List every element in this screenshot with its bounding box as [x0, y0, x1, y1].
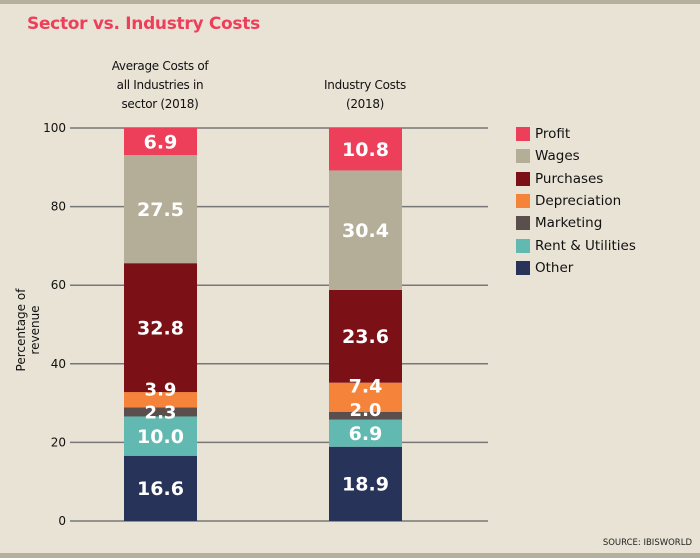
- bar-segment-wages: [124, 155, 197, 264]
- y-tick-label: 60: [51, 278, 66, 292]
- bar-segment-profit: [329, 128, 402, 171]
- bar-segment-depreciation: [124, 392, 197, 408]
- legend-swatch: [516, 238, 530, 253]
- bar-segment-wages: [329, 170, 402, 290]
- data-label: 10.0: [137, 426, 184, 448]
- bottom-border: [0, 553, 700, 558]
- legend-label: Rent & Utilities: [535, 237, 636, 254]
- bar-segment-rent-utilities: [329, 419, 402, 447]
- category-line: Industry Costs: [324, 78, 406, 92]
- data-label: 7.4: [349, 376, 383, 398]
- legend-item: Marketing: [516, 213, 602, 233]
- legend-label: Wages: [535, 148, 580, 165]
- chart-title: Sector vs. Industry Costs: [27, 14, 260, 34]
- category-line: sector (2018): [121, 97, 199, 111]
- bar-segment-purchases: [124, 263, 197, 393]
- data-label: 6.9: [349, 423, 383, 445]
- bar-segment-purchases: [329, 289, 402, 383]
- data-label: 2.3: [145, 402, 177, 423]
- legend-item: Purchases: [516, 169, 603, 189]
- bar-segment-rent-utilities: [124, 416, 197, 456]
- category-line: all Industries in: [116, 78, 204, 92]
- category-line: Average Costs of: [111, 59, 209, 73]
- bar-segment-marketing: [124, 407, 197, 417]
- legend-swatch: [516, 149, 530, 164]
- legend-item: Other: [516, 258, 573, 278]
- y-tick-label: 0: [58, 514, 66, 528]
- data-label: 32.8: [137, 317, 184, 339]
- y-tick-label: 20: [51, 435, 66, 449]
- data-label: 27.5: [137, 199, 184, 221]
- data-label: 30.4: [342, 220, 389, 242]
- legend-item: Depreciation: [516, 191, 621, 211]
- legend-label: Other: [535, 259, 574, 276]
- legend-item: Rent & Utilities: [516, 236, 636, 256]
- legend-item: Profit: [516, 124, 570, 144]
- bar-segment-marketing: [329, 411, 402, 420]
- data-label: 23.6: [342, 326, 389, 348]
- category-line: (2018): [345, 97, 385, 111]
- data-label: 10.8: [342, 139, 389, 161]
- source-note: SOURCE: IBISWORLD: [602, 538, 692, 548]
- category-label-industry: Industry Costs (2018): [265, 76, 465, 114]
- legend-swatch: [516, 193, 530, 208]
- legend-label: Purchases: [535, 170, 604, 187]
- legend-label: Profit: [535, 126, 571, 142]
- bar-segment-profit: [124, 128, 197, 156]
- legend-swatch: [516, 171, 530, 186]
- legend-swatch: [516, 127, 530, 141]
- y-tick-label: 100: [43, 121, 66, 135]
- y-tick-label: 80: [51, 200, 66, 214]
- y-tick-label: 40: [51, 357, 66, 371]
- category-label-sector: Average Costs of all Industries in secto…: [60, 57, 260, 114]
- data-label: 2.0: [350, 400, 382, 421]
- legend-item: Wages: [516, 146, 580, 166]
- bar-segment-depreciation: [329, 382, 402, 412]
- top-border: [0, 0, 700, 4]
- data-label: 3.9: [145, 379, 177, 400]
- data-label: 18.9: [342, 474, 389, 496]
- bar-segment-other: [124, 455, 197, 521]
- data-label: 16.6: [137, 478, 184, 500]
- legend-label: Marketing: [535, 215, 603, 232]
- legend-label: Depreciation: [535, 192, 622, 209]
- legend-swatch: [516, 216, 530, 231]
- data-label: 6.9: [144, 131, 178, 153]
- legend-swatch: [516, 260, 530, 275]
- bar-segment-other: [329, 446, 402, 521]
